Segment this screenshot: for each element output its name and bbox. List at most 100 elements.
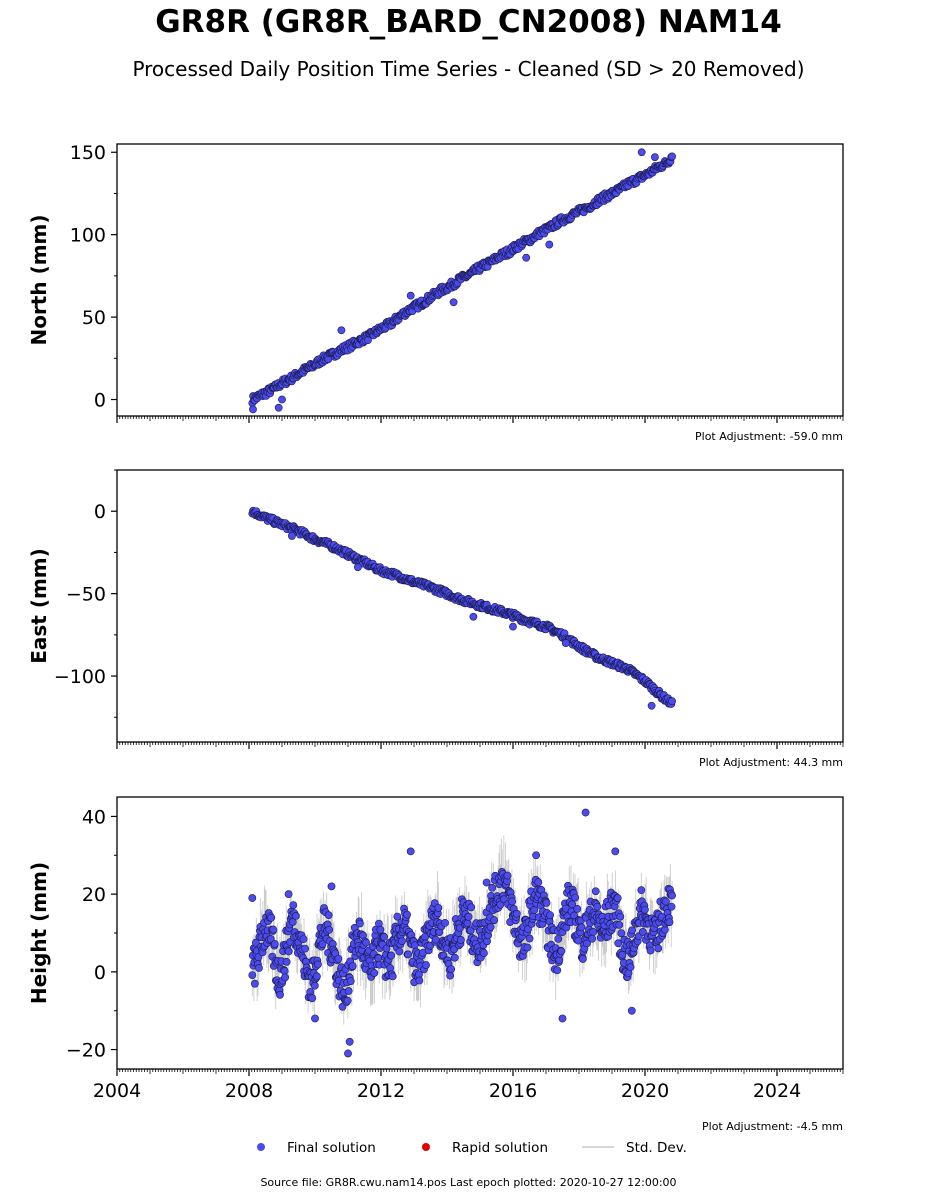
data-point [637,886,646,895]
data-point [638,928,647,936]
data-point [512,909,521,918]
data-point [613,894,622,902]
data-point [374,954,383,963]
outlier-point [249,405,257,414]
panel-0 [111,143,844,423]
legend-marker-final [257,1143,265,1151]
data-point [534,878,543,886]
data-point [348,962,357,970]
data-point [646,946,655,955]
y-axis-label: Height (mm) [27,862,51,1004]
data-point [446,971,455,980]
data-point [299,935,308,944]
data-point [403,910,411,919]
y-tick-label: −20 [66,1040,106,1062]
y-tick-label: 0 [94,501,106,523]
x-tick-label: 2020 [621,1080,669,1102]
data-point [318,940,327,948]
data-point [380,932,388,941]
outlier-point [449,298,458,307]
data-point [276,990,284,999]
legend-marker-rapid [422,1143,430,1151]
outlier-point [406,847,415,856]
data-point [667,902,676,911]
outlier-point [627,1006,636,1015]
plot-area-0 [248,148,676,414]
data-point [281,973,290,982]
outlier-point [345,1037,354,1046]
source-note: Source file: GR8R.cwu.nam14.pos Last epo… [260,1176,677,1189]
data-point [269,925,278,934]
panel-2 [111,796,844,1076]
y-tick-label: 150 [70,142,106,164]
y-tick-label: −50 [66,584,106,606]
y-tick-label: 50 [82,307,106,329]
data-point [640,905,649,914]
legend-label-final: Final solution [287,1140,376,1156]
data-point [456,936,465,944]
data-point [571,893,580,902]
legend-label-std: Std. Dev. [626,1140,687,1156]
outlier-point [611,847,620,856]
outlier-point [532,851,540,860]
outlier-point [647,701,656,710]
data-point [530,906,539,914]
data-point [554,934,563,943]
plot-area-1 [248,506,676,710]
x-tick-label: 2008 [225,1080,273,1102]
data-point [525,934,534,943]
outlier-point [482,878,491,887]
data-point [523,943,532,952]
y-tick-label: 40 [82,806,106,828]
data-point [546,911,554,920]
data-point [395,947,404,956]
data-point [334,954,343,963]
data-point [588,934,597,943]
data-point [589,927,598,936]
outlier-point [287,532,296,540]
outlier-point [522,253,531,262]
data-point [291,911,300,920]
axes-frame [116,143,844,417]
y-axis-label: East (mm) [27,548,51,664]
data-point [557,947,566,956]
data-point [301,944,309,953]
plot-area-2 [248,808,676,1058]
data-point [578,955,587,963]
outlier-point [545,240,554,249]
data-point [282,957,291,966]
data-point [614,939,623,948]
data-point [662,897,670,906]
data-point [488,883,497,892]
data-point [376,925,385,934]
data-point [542,898,551,907]
outlier-point [248,894,257,902]
data-point [654,944,663,953]
data-point [617,929,626,938]
data-point [668,152,676,161]
data-point [388,972,397,981]
x-tick-label: 2012 [357,1080,405,1102]
data-point [398,937,406,946]
data-point [289,901,298,909]
y-tick-label: 20 [82,884,106,906]
data-point [508,897,517,906]
data-point [250,979,259,988]
data-point [324,911,333,920]
data-point [310,981,319,990]
data-point [450,953,459,962]
data-point [312,972,321,981]
plot-adjustment-note: Plot Adjustment: -4.5 mm [702,1120,843,1133]
data-point [486,923,495,931]
outlier-point [558,1014,567,1023]
data-point [284,947,293,956]
data-point [480,949,488,957]
data-point [615,920,624,929]
data-point [496,900,505,909]
data-point [343,996,352,1005]
x-tick-label: 2004 [93,1080,141,1102]
y-tick-label: 100 [70,225,106,247]
outlier-point [406,291,415,300]
data-point [583,939,591,948]
data-point [251,938,260,947]
